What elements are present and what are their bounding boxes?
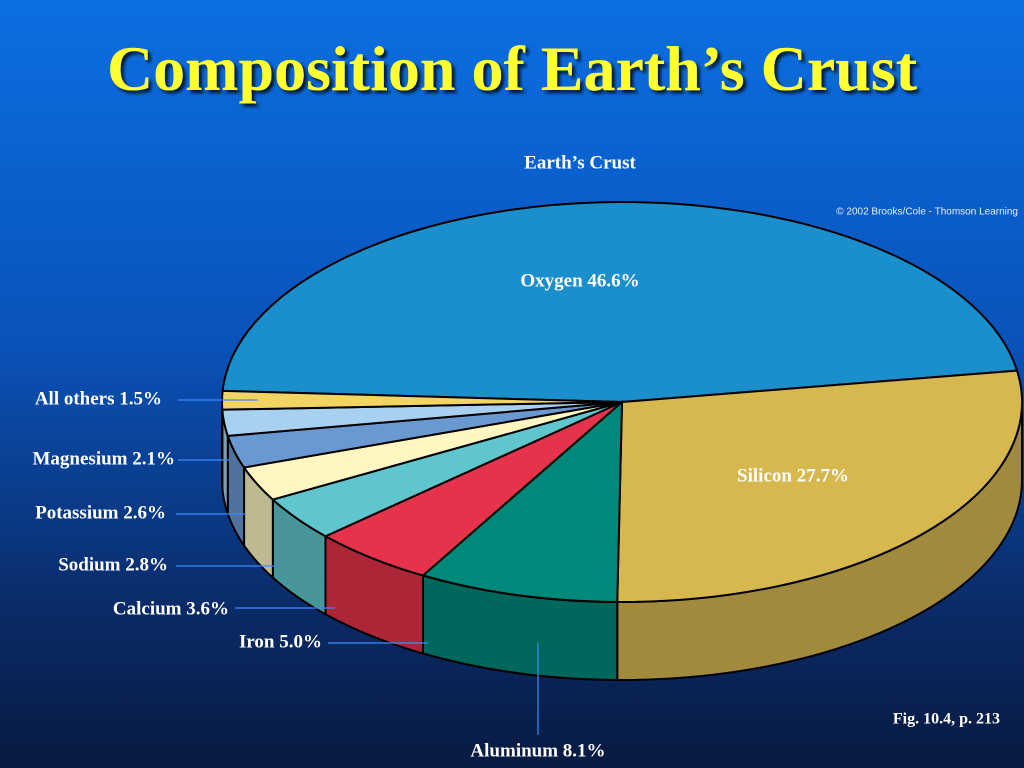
- data-label: Calcium 3.6%: [113, 598, 229, 619]
- data-label: Oxygen 46.6%: [520, 270, 639, 291]
- data-label: Sodium 2.8%: [58, 554, 168, 575]
- caption: Fig. 10.4, p. 213: [893, 711, 1000, 728]
- data-label: Silicon 27.7%: [737, 465, 849, 486]
- credit: © 2002 Brooks/Cole - Thomson Learning: [836, 207, 1018, 218]
- data-label: All others 1.5%: [35, 388, 162, 409]
- pie: [221, 201, 1023, 681]
- data-label: Aluminum 8.1%: [470, 740, 605, 761]
- slice: [420, 399, 624, 603]
- data-label: Potassium 2.6%: [35, 502, 166, 523]
- slice: [221, 201, 1019, 404]
- data-label: Iron 5.0%: [239, 631, 322, 652]
- data-label: Magnesium 2.1%: [33, 448, 176, 469]
- slice: [616, 369, 1023, 603]
- chart-title: Earth’s Crust: [524, 152, 636, 173]
- slide-title: Composition of Earth’s Crust: [107, 33, 918, 104]
